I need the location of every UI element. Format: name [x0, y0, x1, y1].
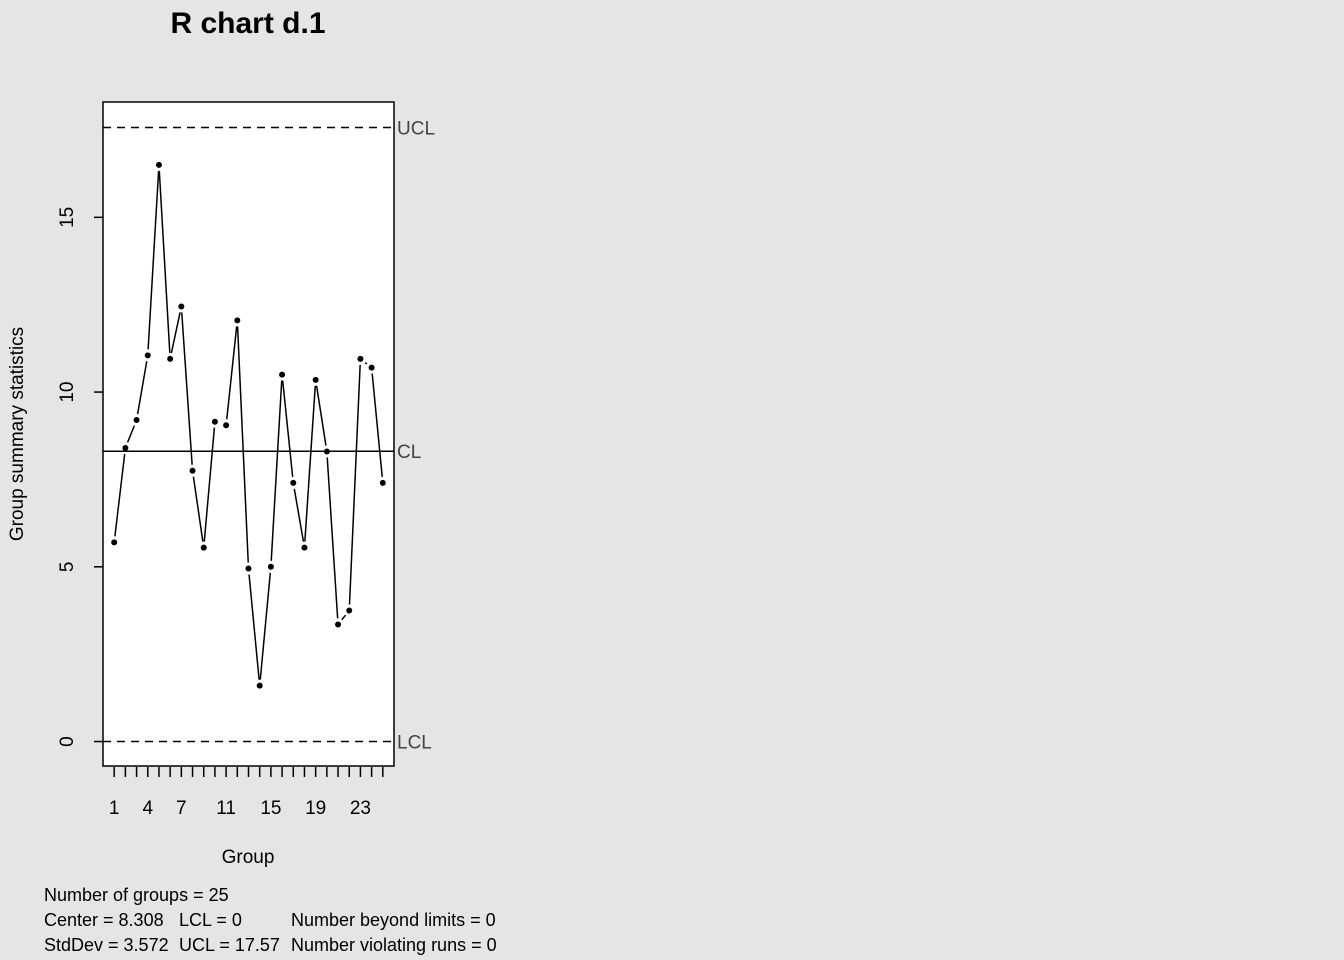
series-segment — [147, 170, 160, 350]
y-tick-label: 0 — [57, 736, 78, 747]
stats-center: Center = 8.308 — [44, 910, 164, 930]
data-point — [111, 539, 118, 546]
stats-stddev: StdDev = 3.572 — [44, 935, 169, 955]
data-point — [245, 565, 252, 572]
data-point — [335, 621, 342, 628]
series-segment — [158, 170, 171, 353]
data-point — [379, 479, 386, 486]
series-segment — [293, 488, 305, 542]
data-point — [223, 422, 230, 429]
series-segment — [348, 364, 361, 605]
data-point — [346, 607, 353, 614]
data-point — [368, 364, 375, 371]
series-segment — [259, 572, 272, 680]
series-segment — [192, 476, 204, 542]
data-point — [155, 161, 162, 168]
y-tick-label: 15 — [57, 207, 78, 228]
series-segment — [326, 457, 339, 619]
y-tick-label: 10 — [57, 381, 78, 402]
series-segment — [136, 361, 148, 415]
data-point — [167, 355, 174, 362]
data-point — [211, 418, 218, 425]
series-segment — [281, 380, 294, 478]
stats-lcl: LCL = 0 — [179, 910, 242, 930]
series-segment — [248, 574, 260, 680]
data-point — [312, 376, 319, 383]
series-segment — [315, 385, 327, 446]
series-segment — [341, 614, 347, 621]
series-segment — [371, 373, 383, 478]
series-segment — [236, 326, 249, 563]
x-tick-label: 7 — [176, 798, 187, 819]
x-tick-label: 4 — [142, 798, 153, 819]
x-tick-label: 1 — [109, 798, 120, 819]
cl-label: CL — [397, 442, 421, 463]
data-point — [122, 444, 129, 451]
data-point — [200, 544, 207, 551]
data-point — [234, 317, 241, 324]
series-segment — [226, 326, 238, 420]
data-point — [178, 303, 185, 310]
ucl-label: UCL — [397, 119, 435, 140]
x-axis-label: Group — [222, 847, 275, 868]
stats-ucl: UCL = 17.57 — [179, 935, 280, 955]
data-point — [301, 544, 308, 551]
plot-area — [102, 101, 395, 767]
series-segment — [181, 312, 193, 465]
data-point — [133, 417, 140, 424]
stats-violating-runs: Number violating runs = 0 — [291, 935, 497, 955]
stats-beyond-limits: Number beyond limits = 0 — [291, 910, 496, 930]
data-point — [144, 352, 151, 359]
data-point — [290, 479, 297, 486]
data-point — [267, 563, 274, 570]
series-segment — [114, 453, 126, 537]
data-point — [357, 355, 364, 362]
lcl-label: LCL — [397, 733, 432, 754]
y-axis-label: Group summary statistics — [7, 327, 28, 541]
y-tick-label: 5 — [57, 562, 78, 573]
series-segment — [126, 425, 136, 443]
stats-groups: Number of groups = 25 — [44, 885, 229, 905]
series-segment — [170, 312, 181, 354]
x-tick-label: 19 — [305, 798, 326, 819]
series-segment — [364, 361, 368, 365]
data-point — [189, 467, 196, 474]
x-tick-label: 15 — [260, 798, 281, 819]
data-point — [323, 448, 330, 455]
data-point — [256, 682, 263, 689]
series-segment — [304, 385, 317, 542]
chart-title: R chart d.1 — [170, 7, 325, 40]
x-tick-label: 23 — [350, 798, 371, 819]
x-tick-label: 11 — [216, 798, 236, 819]
series-segment — [203, 427, 216, 542]
series-segment — [270, 380, 283, 561]
data-point — [279, 371, 286, 378]
